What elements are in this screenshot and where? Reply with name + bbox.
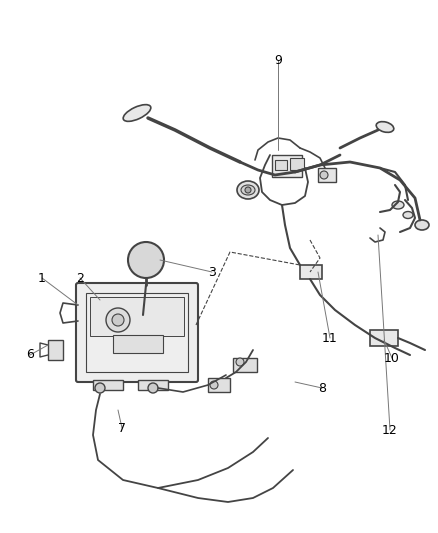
Bar [208,378,230,392]
Text: 6: 6 [26,349,34,361]
Ellipse shape [375,122,393,132]
Bar [274,160,286,170]
Bar [290,158,303,170]
Ellipse shape [414,220,428,230]
Bar [93,380,123,390]
Circle shape [128,242,164,278]
Ellipse shape [391,201,403,209]
Circle shape [95,383,105,393]
Bar [233,358,256,372]
Ellipse shape [240,185,254,195]
Ellipse shape [237,181,258,199]
FancyBboxPatch shape [76,283,198,382]
Bar [48,340,63,360]
Bar [138,380,168,390]
Text: 11: 11 [321,332,337,344]
Circle shape [236,358,244,366]
Text: 8: 8 [317,382,325,394]
Circle shape [148,383,158,393]
Text: 9: 9 [273,53,281,67]
Bar [317,168,335,182]
Circle shape [319,171,327,179]
Bar [369,330,397,346]
Text: 3: 3 [208,265,215,279]
Bar [90,297,184,336]
Circle shape [106,308,130,332]
Text: 2: 2 [76,271,84,285]
Circle shape [209,381,218,389]
Ellipse shape [123,104,151,122]
Text: 12: 12 [381,424,397,437]
Bar [299,265,321,279]
Text: 7: 7 [118,422,126,434]
Bar [86,293,187,372]
Circle shape [244,187,251,193]
Text: 10: 10 [383,351,399,365]
Bar [272,155,301,177]
Circle shape [112,314,124,326]
Text: 1: 1 [38,271,46,285]
Bar [113,335,162,353]
Ellipse shape [402,212,412,219]
